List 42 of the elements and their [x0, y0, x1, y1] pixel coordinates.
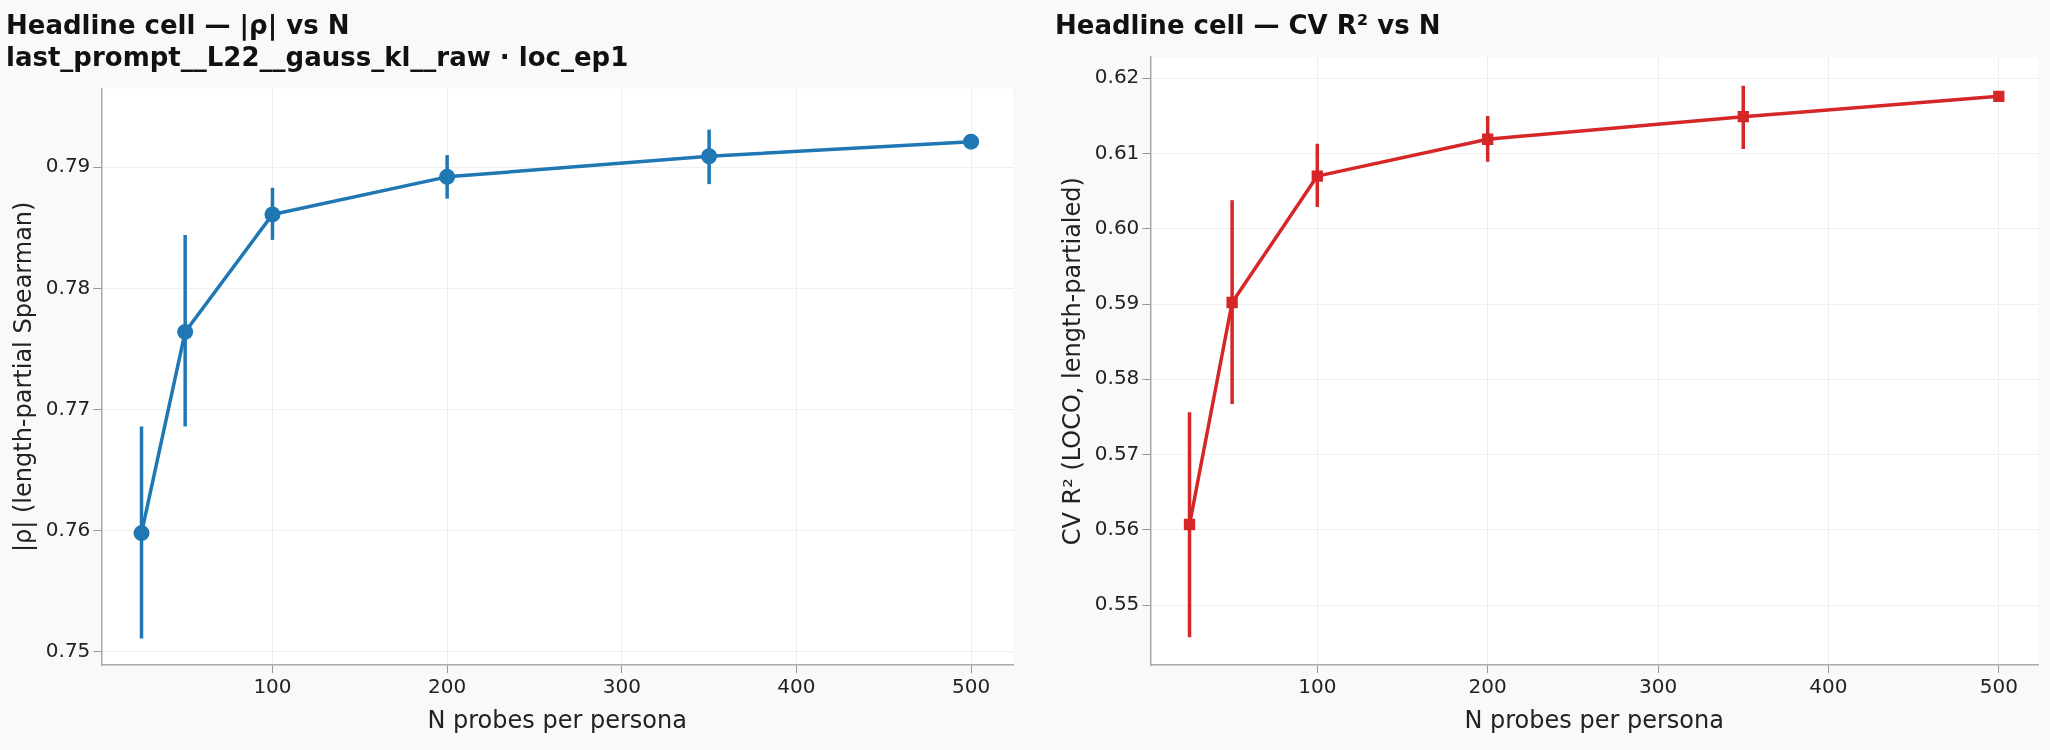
point	[1183, 518, 1196, 531]
y-axis-title: |ρ| (length-partial Spearman)	[8, 201, 37, 553]
point	[1226, 296, 1238, 309]
text: last_prompt__L22__gauss_kl__raw · loc_ep1	[6, 41, 629, 72]
point	[264, 206, 281, 223]
point	[177, 323, 194, 340]
point	[701, 148, 718, 165]
x-tick-label: 500	[1979, 674, 2018, 699]
y-tick-label: 0.75	[45, 638, 91, 663]
x-tick-label: 400	[1809, 674, 1848, 699]
x-tick-label: 500	[951, 674, 991, 699]
y-tick-label: 0.78	[45, 274, 91, 299]
x-tick-label: 400	[777, 674, 816, 699]
point	[1737, 110, 1749, 123]
y-tick-label: 0.61	[1094, 139, 1140, 164]
x-tick-label: 100	[253, 674, 292, 699]
x-axis-title: N probes per persona	[1464, 705, 1724, 734]
x-tick-label: 300	[602, 674, 641, 699]
point	[439, 168, 456, 185]
point	[1482, 133, 1494, 145]
text: Headline cell — |ρ| vs N	[6, 10, 350, 41]
y-axis-title: CV R² (LOCO, length-partialed)	[1057, 177, 1086, 546]
x-tick-label: 300	[1638, 674, 1678, 699]
y-tick-label: 0.60	[1094, 214, 1140, 239]
x-axis-title: N probes per persona	[427, 705, 687, 734]
x-tick-label: 200	[1468, 674, 1507, 699]
y-tick-label: 0.79	[45, 153, 91, 178]
y-tick-label: 0.62	[1094, 64, 1140, 89]
point	[963, 133, 980, 150]
x-tick-label: 100	[1298, 674, 1337, 699]
point	[1311, 170, 1323, 182]
y-tick-label: 0.77	[45, 395, 91, 420]
y-tick-label: 0.58	[1094, 365, 1140, 390]
y-tick-label: 0.76	[45, 516, 91, 541]
chart-title: Headline cell — CV R² vs N	[1055, 10, 1441, 41]
point	[133, 525, 150, 542]
y-tick-label: 0.56	[1094, 515, 1140, 540]
y-tick-label: 0.55	[1094, 591, 1140, 616]
y-tick-label: 0.59	[1094, 290, 1140, 315]
y-tick-label: 0.57	[1094, 440, 1140, 465]
point	[1993, 90, 2005, 102]
x-tick-label: 200	[428, 674, 467, 699]
